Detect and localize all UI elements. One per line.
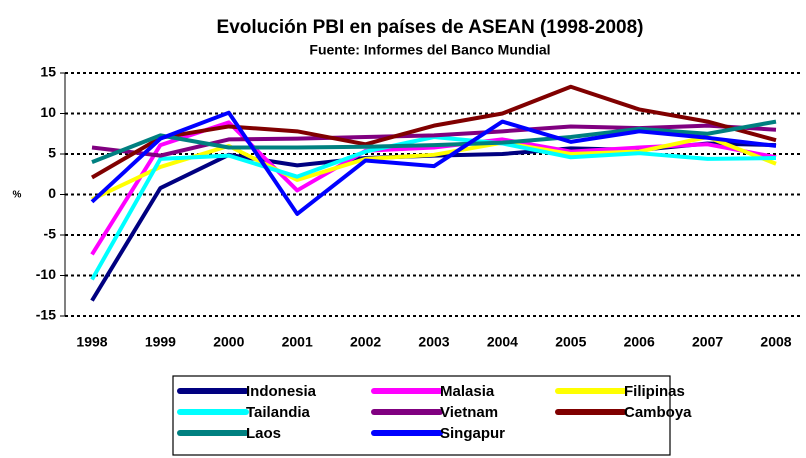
series-line bbox=[90, 110, 777, 216]
y-tick-label: 10 bbox=[40, 104, 56, 120]
legend-label: Vietnam bbox=[440, 404, 498, 421]
legend-label: Singapur bbox=[440, 425, 505, 442]
y-tick-label: 0 bbox=[48, 185, 56, 201]
x-tick-label: 2005 bbox=[555, 334, 586, 350]
y-tick-label: 15 bbox=[40, 64, 56, 80]
series-line bbox=[91, 134, 777, 202]
series-line bbox=[91, 119, 777, 164]
legend-label: Tailandia bbox=[246, 404, 311, 421]
x-tick-label: 2006 bbox=[624, 334, 655, 350]
chart-subtitle: Fuente: Informes del Banco Mundial bbox=[309, 42, 550, 58]
y-tick-label: -10 bbox=[36, 266, 56, 282]
legend-label: Laos bbox=[246, 425, 281, 442]
legend-label: Indonesia bbox=[246, 383, 317, 400]
x-tick-label: 1998 bbox=[76, 334, 107, 350]
y-tick-label: -15 bbox=[36, 307, 56, 323]
y-tick-label: -5 bbox=[44, 226, 57, 242]
x-tick-label: 2002 bbox=[350, 334, 381, 350]
x-tick-label: 2007 bbox=[692, 334, 723, 350]
y-axis-label: % bbox=[13, 190, 22, 201]
x-tick-label: 2001 bbox=[282, 334, 313, 350]
series-line bbox=[90, 84, 777, 180]
legend-label: Filipinas bbox=[624, 383, 685, 400]
chart-title: Evolución PBI en países de ASEAN (1998-2… bbox=[217, 17, 644, 38]
y-tick-label: 5 bbox=[48, 145, 56, 161]
legend-label: Camboya bbox=[624, 404, 692, 421]
x-tick-label: 2003 bbox=[418, 334, 449, 350]
x-tick-label: 2000 bbox=[213, 334, 244, 350]
legend-label: Malasia bbox=[440, 383, 495, 400]
x-tick-label: 2008 bbox=[760, 334, 791, 350]
x-tick-label: 2004 bbox=[487, 334, 518, 350]
x-tick-label: 1999 bbox=[145, 334, 176, 350]
series-line bbox=[90, 134, 777, 281]
